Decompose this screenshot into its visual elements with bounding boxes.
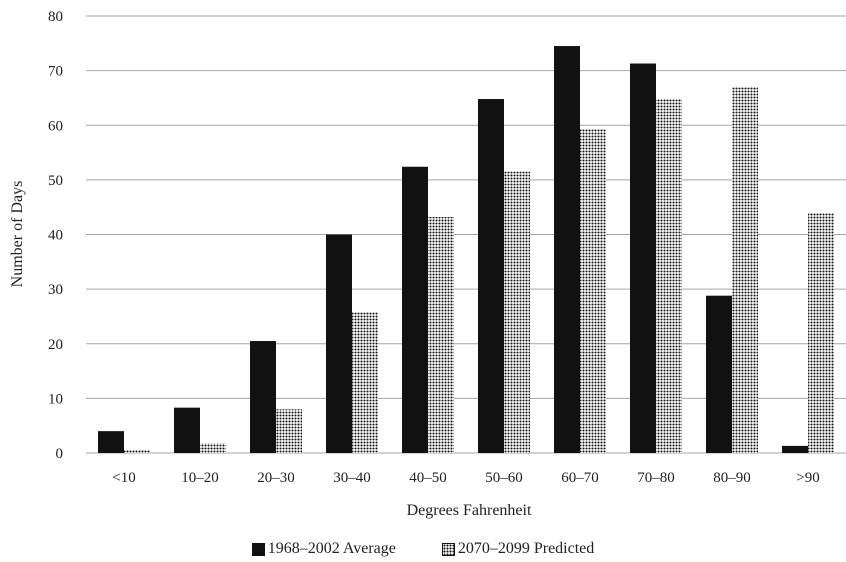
y-axis-title: Number of Days	[9, 181, 26, 288]
x-tick-label: 60–70	[561, 470, 599, 486]
y-tick-label: 0	[56, 446, 64, 462]
bar-average	[630, 63, 656, 454]
x-tick-label: 20–30	[257, 470, 295, 486]
x-tick-label: 40–50	[409, 470, 447, 486]
bar-average	[326, 234, 352, 453]
legend-swatch-solid	[251, 542, 265, 556]
bar-predicted	[352, 312, 378, 453]
bar-predicted	[580, 129, 606, 454]
bar-predicted	[276, 409, 302, 453]
y-tick-label: 70	[48, 64, 63, 80]
x-axis-ticks: <10 10–20 20–30 30–40 40–50 50–60 60–70 70–80 80…	[112, 470, 819, 486]
y-axis-ticks: 0 10 20 30 40 50 60 70 80	[48, 9, 63, 462]
bar-predicted	[808, 212, 834, 453]
y-tick-label: 80	[48, 9, 63, 25]
y-tick-label: 20	[48, 337, 63, 353]
y-tick-label: 60	[48, 118, 63, 134]
x-tick-label: <10	[112, 470, 135, 486]
bar-average	[554, 46, 580, 453]
bar-predicted	[656, 99, 682, 453]
y-tick-label: 50	[48, 173, 63, 189]
legend-swatch-dotted	[441, 542, 455, 556]
bar-average	[706, 295, 732, 453]
bar-average	[174, 407, 200, 453]
legend-item-series-1: 1968–2002 Average	[251, 540, 396, 558]
bar-average	[98, 431, 124, 453]
bar-predicted	[504, 171, 530, 453]
y-tick-label: 30	[48, 282, 63, 298]
x-tick-label: 70–80	[637, 470, 675, 486]
bar-predicted	[200, 443, 226, 453]
bar-chart: 0 10 20 30 40 50 60 70 80 <10 10–20 20–30 30–40 40–5…	[9, 9, 846, 519]
bar-average	[402, 166, 428, 453]
x-axis-title: Degrees Fahrenheit	[407, 502, 532, 519]
legend-label-series-2: 2070–2099 Predicted	[457, 540, 595, 557]
legend: 1968–2002 Average 2070–2099 Predicted	[0, 538, 846, 560]
bar-average	[478, 99, 504, 453]
y-tick-label: 40	[48, 228, 63, 244]
bar-predicted	[124, 450, 150, 453]
bars	[98, 46, 834, 454]
bar-average	[250, 341, 276, 453]
bar-predicted	[732, 87, 758, 453]
bar-average	[782, 445, 808, 453]
gridlines	[86, 15, 846, 454]
x-tick-label: 50–60	[485, 470, 523, 486]
bar-predicted	[428, 217, 454, 453]
x-tick-label: >90	[796, 470, 819, 486]
x-tick-label: 80–90	[713, 470, 751, 486]
legend-item-series-2: 2070–2099 Predicted	[441, 540, 595, 558]
legend-label-series-1: 1968–2002 Average	[267, 540, 396, 557]
x-tick-label: 30–40	[333, 470, 371, 486]
y-tick-label: 10	[48, 391, 63, 407]
x-tick-label: 10–20	[181, 470, 219, 486]
